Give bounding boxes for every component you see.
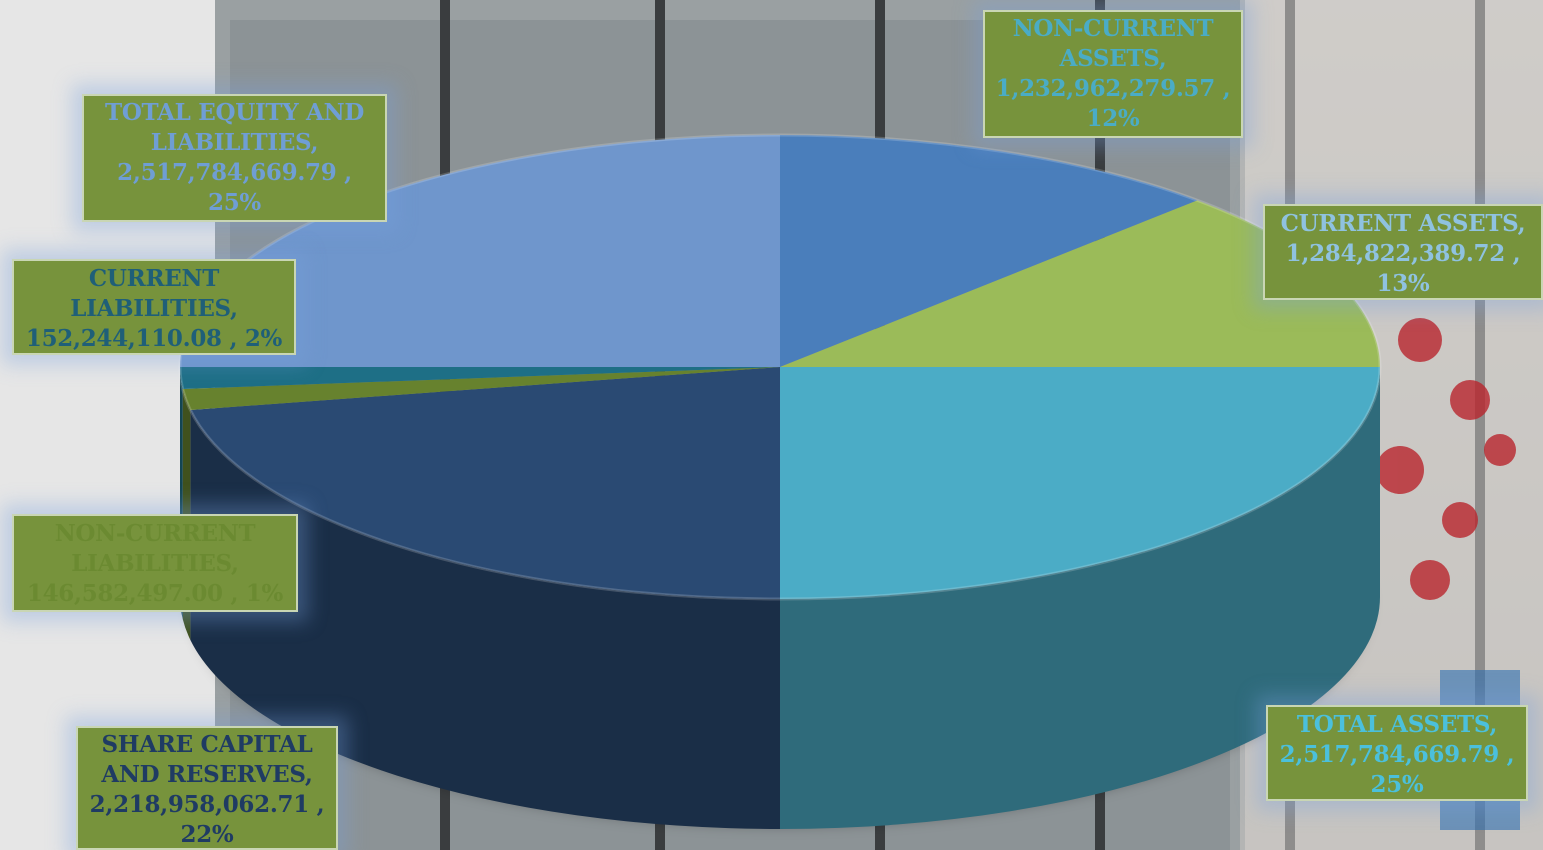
data-label-category: TOTAL EQUITY AND LIABILITIES, <box>105 99 364 156</box>
data-label-percent: 13% <box>1376 270 1430 297</box>
pie-side-share-capital-and-reserves <box>190 410 780 829</box>
data-label-category: NON-CURRENT LIABILITIES, <box>54 520 256 577</box>
data-label-non-current-liabilities: NON-CURRENT LIABILITIES, 146,582,497.00 … <box>12 514 298 612</box>
pie-slice-total-equity-and-liabilities <box>180 135 780 367</box>
data-label-total-assets: TOTAL ASSETS, 2,517,784,669.79 , 25% <box>1266 705 1528 801</box>
data-label-category: CURRENT ASSETS, <box>1280 210 1526 237</box>
data-label-category: CURRENT LIABILITIES, <box>70 265 238 322</box>
pie-slice-non-current-liabilities <box>182 367 780 411</box>
data-label-value: 146,582,497.00 , 1% <box>26 580 284 607</box>
data-label-value: 152,244,110.08 , 2% <box>25 325 283 352</box>
pie-slice-total-assets <box>780 367 1380 599</box>
data-label-share-capital-and-reserves: SHARE CAPITAL AND RESERVES, 2,218,958,06… <box>76 726 338 850</box>
data-label-percent: 22% <box>180 821 234 848</box>
data-label-current-liabilities: CURRENT LIABILITIES, 152,244,110.08 , 2% <box>12 259 296 355</box>
data-label-value: 2,517,784,669.79 , <box>1279 741 1515 768</box>
data-label-value: 1,284,822,389.72 , <box>1285 240 1521 267</box>
data-label-value: 2,218,958,062.71 , <box>89 791 325 818</box>
data-label-category: TOTAL ASSETS, <box>1296 711 1498 738</box>
data-label-non-current-assets: NON-CURRENT ASSETS, 1,232,962,279.57 , 1… <box>983 10 1243 138</box>
data-label-value: 2,517,784,669.79 , <box>117 159 352 186</box>
data-label-current-assets: CURRENT ASSETS, 1,284,822,389.72 , 13% <box>1263 204 1543 300</box>
data-label-value: 1,232,962,279.57 , <box>995 75 1231 102</box>
pie-rim-highlight <box>178 133 1382 601</box>
data-label-category: SHARE CAPITAL AND RESERVES, <box>101 731 313 788</box>
pie-slice-non-current-assets <box>780 135 1198 367</box>
pie-slice-current-assets <box>780 200 1380 367</box>
pie-slice-share-capital-and-reserves <box>190 367 780 599</box>
data-label-percent: 25% <box>1370 771 1424 798</box>
data-label-category: NON-CURRENT ASSETS, <box>1012 15 1214 72</box>
data-label-total-equity-and-liabilities: TOTAL EQUITY AND LIABILITIES, 2,517,784,… <box>82 94 387 222</box>
pie-side-total-assets <box>780 367 1380 829</box>
data-label-percent: 12% <box>1086 105 1140 132</box>
data-label-percent: 25% <box>208 189 261 216</box>
pie-slice-current-liabilities <box>180 367 780 390</box>
